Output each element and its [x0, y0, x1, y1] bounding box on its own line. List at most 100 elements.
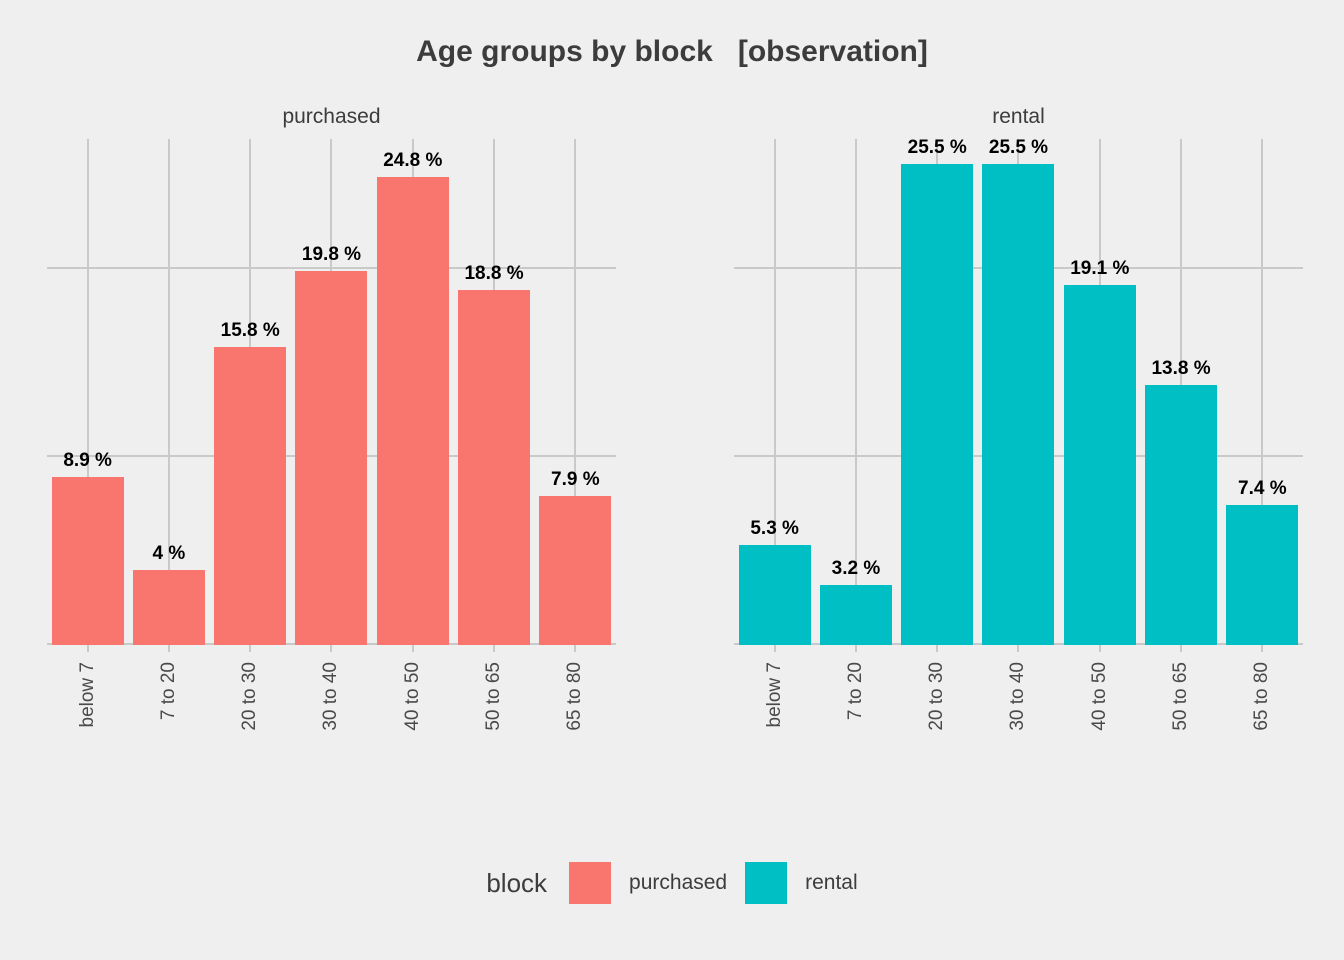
x-label-cell: 50 to 65 [453, 658, 534, 786]
x-axis-label: 7 to 20 [157, 662, 179, 721]
gridline-x [854, 139, 857, 645]
x-label-cell: 30 to 40 [291, 658, 372, 786]
bar-value-label: 25.5 % [907, 137, 967, 158]
legend-item-purchased: purchased [569, 862, 727, 904]
bar-value-label: 19.1 % [1070, 258, 1130, 279]
x-tick-mark [86, 645, 89, 652]
x-label-cell: 20 to 30 [210, 658, 291, 786]
bar-value-label: 15.8 % [220, 320, 280, 341]
legend-label-purchased: purchased [629, 871, 728, 894]
facet-title-rental: rental [992, 105, 1045, 128]
x-axis-label: 65 to 80 [1251, 662, 1273, 731]
x-tick-mark [574, 645, 577, 652]
bar-stack: 8.9 % [47, 139, 128, 645]
facet-rental: rental 5.3 % 3.2 % 25.5 % 25.5 % 19.1 % 13.8 … [734, 104, 1303, 786]
bar-column-rental-6: 13.8 % [1140, 139, 1221, 645]
gridline-x [86, 139, 89, 645]
bar-rental-7 [1226, 505, 1299, 645]
x-axis-label: 7 to 20 [844, 662, 866, 721]
x-tick-mark [1098, 645, 1101, 652]
x-tick-mark [854, 645, 857, 652]
bar-stack: 7.4 % [1222, 139, 1303, 645]
bar-stack: 19.1 % [1059, 139, 1140, 645]
bar-value-label: 19.8 % [301, 244, 362, 265]
legend-item-rental: rental [745, 862, 858, 904]
gridline-x [1261, 139, 1264, 645]
x-axis-label: 50 to 65 [483, 662, 505, 731]
bar-column-rental-7: 7.4 % [1222, 139, 1303, 645]
x-tick-mark [167, 645, 170, 652]
bar-value-label: 5.3 % [750, 518, 799, 539]
x-tick-cell [453, 645, 534, 652]
bar-column-rental-2: 3.2 % [815, 139, 896, 645]
x-tick-cell [291, 645, 372, 652]
bar-purchased-3 [214, 347, 287, 645]
x-axis-labels: below 7 7 to 20 20 to 30 30 to 40 40 to 50 50… [734, 658, 1303, 786]
x-axis-label: 30 to 40 [1007, 662, 1029, 731]
x-axis-label: 30 to 40 [320, 662, 342, 731]
x-tick-cell [1140, 645, 1221, 652]
bar-column-purchased-7: 7.9 % [535, 139, 616, 645]
x-label-cell: 7 to 20 [128, 658, 209, 786]
x-tick-mark [1180, 645, 1183, 652]
bar-stack: 5.3 % [734, 139, 815, 645]
legend-title: block [486, 867, 548, 898]
bar-stack: 13.8 % [1140, 139, 1221, 645]
x-tick-cell [210, 645, 291, 652]
x-axis-label: 50 to 65 [1170, 662, 1192, 731]
gridline-x [773, 139, 776, 645]
bar-value-label: 24.8 % [383, 150, 443, 171]
bar-rental-5 [1063, 285, 1136, 645]
legend-swatch-rental [745, 862, 788, 904]
x-axis-rental: below 7 7 to 20 20 to 30 30 to 40 40 to 50 50… [734, 645, 1303, 786]
bar-value-label: 13.8 % [1151, 358, 1211, 379]
x-axis-label: 65 to 80 [564, 662, 586, 731]
x-label-cell: 50 to 65 [1140, 658, 1221, 786]
bar-columns: 8.9 % 4 % 15.8 % 19.8 % 24.8 % 18.8 % 7.9 % [47, 139, 616, 645]
facet-purchased: purchased 8.9 % 4 % 15.8 % 19.8 % 24.8 % 18.8… [47, 104, 616, 786]
x-label-cell: 30 to 40 [978, 658, 1059, 786]
bar-column-rental-4: 25.5 % [978, 137, 1059, 645]
facet-panel-purchased: 8.9 % 4 % 15.8 % 19.8 % 24.8 % 18.8 % 7.9 % [47, 139, 616, 645]
bar-column-purchased-2: 4 % [128, 139, 209, 645]
x-tick-cell [815, 645, 896, 652]
x-tick-mark [330, 645, 333, 652]
bar-purchased-1 [51, 477, 124, 645]
x-axis-label: 40 to 50 [1088, 662, 1110, 731]
chart-figure: Age groups by block [observation] purcha… [0, 34, 1344, 904]
bar-value-label: 25.5 % [988, 137, 1049, 158]
bar-purchased-6 [458, 290, 531, 645]
bar-value-label: 7.4 % [1238, 478, 1287, 499]
x-tick-cell [734, 645, 815, 652]
bar-rental-1 [738, 545, 811, 645]
bar-column-rental-3: 25.5 % [897, 137, 978, 645]
x-tick-cell [128, 645, 209, 652]
bar-column-purchased-5: 24.8 % [372, 139, 453, 645]
x-label-cell: 20 to 30 [897, 658, 978, 786]
facet-title-purchased: purchased [282, 105, 381, 128]
bar-purchased-7 [539, 496, 612, 645]
x-tick-cell [47, 645, 128, 652]
bar-stack: 3.2 % [815, 139, 896, 645]
x-tick-mark [411, 645, 414, 652]
gridline-x [167, 139, 170, 645]
x-label-cell: below 7 [734, 658, 815, 786]
x-axis-ticks [47, 645, 616, 652]
x-tick-mark [773, 645, 776, 652]
x-axis-labels: below 7 7 to 20 20 to 30 30 to 40 40 to 50 50… [47, 658, 616, 786]
x-label-cell: 65 to 80 [1222, 658, 1303, 786]
bar-rental-4 [982, 164, 1055, 645]
legend: block purchased rental [0, 862, 1344, 904]
x-axis-label: below 7 [763, 662, 785, 728]
bar-column-purchased-3: 15.8 % [210, 139, 291, 645]
x-label-cell: 65 to 80 [535, 658, 616, 786]
x-label-cell: 7 to 20 [815, 658, 896, 786]
bar-value-label: 8.9 % [63, 450, 112, 471]
x-tick-mark [1017, 645, 1020, 652]
bar-columns: 5.3 % 3.2 % 25.5 % 25.5 % 19.1 % 13.8 % 7.4 % [734, 137, 1303, 645]
bar-value-label: 18.8 % [464, 263, 524, 284]
x-axis-label: below 7 [76, 662, 98, 728]
bar-stack: 7.9 % [535, 139, 616, 645]
x-tick-cell [1222, 645, 1303, 652]
bar-stack: 18.8 % [453, 139, 534, 645]
